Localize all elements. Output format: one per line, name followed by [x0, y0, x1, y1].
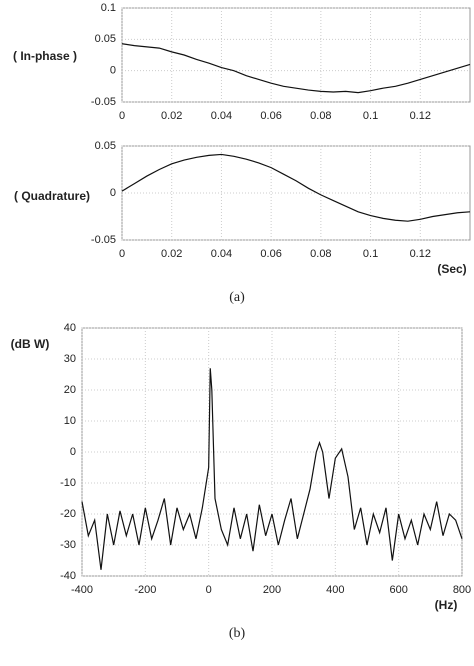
x-tick-label: 0.02	[161, 248, 182, 260]
x-tick-label: 600	[389, 584, 407, 596]
x-tick-label: 200	[263, 584, 281, 596]
x-tick-label: 0	[206, 584, 212, 596]
y-tick-label: -0.05	[91, 96, 116, 108]
y-tick-label: -30	[60, 539, 76, 551]
data-line	[121, 43, 471, 94]
x-axis-label: (Sec)	[437, 262, 466, 276]
y-tick-label: 0.05	[95, 140, 116, 152]
y-tick-label: -10	[60, 477, 76, 489]
x-tick-label: 0	[119, 248, 125, 260]
x-tick-label: 0.1	[363, 248, 378, 260]
y-axis-label: (dB W)	[11, 337, 50, 351]
x-tick-label: 0.04	[211, 248, 232, 260]
y-tick-label: 0	[110, 187, 116, 199]
x-tick-label: 0.02	[161, 110, 182, 122]
x-tick-label: -200	[134, 584, 156, 596]
x-tick-label: 0	[119, 110, 125, 122]
x-tick-label: 0.08	[310, 248, 331, 260]
x-axis-label: (Hz)	[435, 598, 458, 612]
y-tick-label: 0	[110, 65, 116, 77]
y-tick-label: 30	[64, 353, 76, 365]
x-tick-label: 0.12	[410, 248, 431, 260]
x-tick-label: 800	[453, 584, 471, 596]
x-tick-label: 0.06	[260, 248, 281, 260]
y-tick-label: 0.05	[95, 33, 116, 45]
x-tick-label: 0.12	[410, 110, 431, 122]
x-tick-label: -400	[71, 584, 93, 596]
x-tick-label: 400	[326, 584, 344, 596]
caption: (a)	[229, 290, 245, 305]
y-tick-label: 0.1	[101, 2, 116, 14]
data-line	[121, 153, 471, 222]
y-tick-label: 10	[64, 415, 76, 427]
x-tick-label: 0.1	[363, 110, 378, 122]
x-tick-label: 0.08	[310, 110, 331, 122]
y-tick-label: 40	[64, 322, 76, 334]
y-tick-label: 20	[64, 384, 76, 396]
y-tick-label: -40	[60, 570, 76, 582]
caption: (b)	[229, 626, 246, 641]
y-axis-label: ( Quadrature)	[14, 189, 90, 203]
x-tick-label: 0.06	[260, 110, 281, 122]
y-tick-label: -20	[60, 508, 76, 520]
y-axis-label: ( In-phase )	[13, 49, 77, 63]
data-line	[81, 368, 463, 570]
y-tick-label: -0.05	[91, 234, 116, 246]
x-tick-label: 0.04	[211, 110, 232, 122]
y-tick-label: 0	[70, 446, 76, 458]
plot-area	[121, 7, 471, 103]
